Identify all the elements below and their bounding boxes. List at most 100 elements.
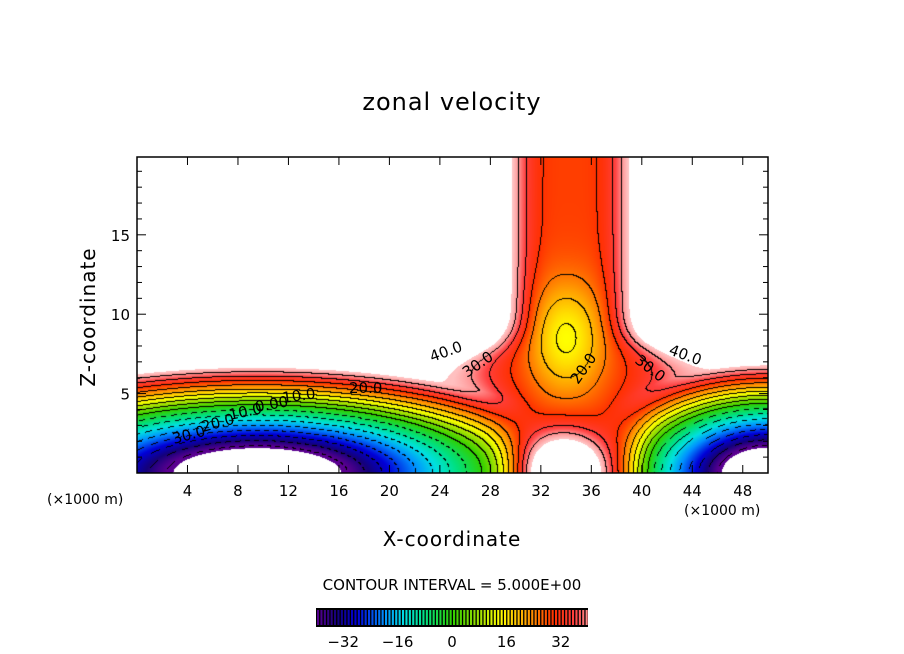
colorbar-segment	[453, 610, 456, 625]
colorbar-segment	[527, 610, 530, 625]
contour-label: 20.0	[567, 350, 601, 388]
colorbar-segment	[374, 610, 377, 625]
colorbar-segment	[442, 610, 445, 625]
contour-label: 0.00	[254, 392, 290, 416]
x-tick-label: 16	[329, 482, 348, 500]
colorbar-segment	[541, 610, 544, 625]
colorbar-segment	[493, 610, 496, 625]
x-tick-label: 24	[430, 482, 449, 500]
colorbar-segment	[344, 610, 347, 625]
colorbar-segment	[524, 610, 527, 625]
contour-label: 40.0	[667, 341, 705, 369]
x-axis-label: X-coordinate	[382, 527, 522, 551]
plot-frame	[136, 156, 769, 474]
colorbar-segment	[323, 610, 326, 625]
colorbar-segment	[351, 610, 354, 625]
colorbar-tick-label: 0	[447, 633, 457, 651]
colorbar-segment	[514, 610, 517, 625]
x-tick-label: 40	[632, 482, 651, 500]
x-tick-label: 12	[279, 482, 298, 500]
x-tick-label: 8	[233, 482, 243, 500]
colorbar-segment	[385, 610, 388, 625]
colorbar-segment	[534, 610, 537, 625]
colorbar-segment	[483, 610, 486, 625]
colorbar-segment	[476, 610, 479, 625]
contour-label: 20.0	[349, 379, 382, 397]
colorbar-segment	[561, 610, 564, 625]
contour-field	[137, 157, 768, 473]
colorbar-segment	[565, 610, 568, 625]
x-tick-label: 20	[380, 482, 399, 500]
colorbar-segment	[425, 610, 428, 625]
colorbar-segment	[381, 610, 384, 625]
contour-interval-text: CONTOUR INTERVAL = 5.000E+00	[322, 576, 582, 594]
contour-label: 30.0	[632, 351, 669, 386]
colorbar-segment	[439, 610, 442, 625]
contour-label: 40.0	[427, 337, 465, 365]
colorbar-segment	[368, 610, 371, 625]
colorbar-segment	[521, 610, 524, 625]
colorbar-segment	[463, 610, 466, 625]
colorbar-segment	[517, 610, 520, 625]
colorbar-segment	[558, 610, 561, 625]
colorbar-segment	[449, 610, 452, 625]
colorbar-segment	[419, 610, 422, 625]
colorbar-segment	[361, 610, 364, 625]
colorbar-segment	[398, 610, 401, 625]
x-tick-label: 36	[582, 482, 601, 500]
colorbar-segment	[585, 610, 588, 625]
colorbar-segment	[456, 610, 459, 625]
colorbar-segment	[538, 610, 541, 625]
colorbar-segment	[412, 610, 415, 625]
colorbar-segment	[575, 610, 578, 625]
colorbar-segment	[327, 610, 330, 625]
colorbar-segment	[391, 610, 394, 625]
y-tick-label: 15	[111, 227, 130, 245]
colorbar-segment	[548, 610, 551, 625]
colorbar-segment	[320, 610, 323, 625]
colorbar-segment	[364, 610, 367, 625]
colorbar-segment	[408, 610, 411, 625]
colorbar-segment	[371, 610, 374, 625]
colorbar-segment	[415, 610, 418, 625]
contour-label: 30.0	[459, 347, 497, 381]
colorbar-segment	[578, 610, 581, 625]
colorbar-segment	[429, 610, 432, 625]
x-tick-label: 44	[683, 482, 702, 500]
chart-title: zonal velocity	[362, 88, 542, 116]
colorbar-segment	[500, 610, 503, 625]
colorbar-segment	[572, 610, 575, 625]
colorbar-segment	[551, 610, 554, 625]
colorbar-segment	[487, 610, 490, 625]
colorbar-segment	[531, 610, 534, 625]
colorbar-segment	[378, 610, 381, 625]
contour-label: 10.0	[281, 384, 317, 406]
colorbar-segment	[582, 610, 585, 625]
colorbar-segment	[507, 610, 510, 625]
colorbar-segment	[432, 610, 435, 625]
colorbar-segment	[436, 610, 439, 625]
colorbar-segment	[490, 610, 493, 625]
colorbar-segment	[395, 610, 398, 625]
x-tick-label: 4	[183, 482, 193, 500]
colorbar-segment	[357, 610, 360, 625]
contour-label: 30.0	[170, 422, 207, 448]
colorbar-segment	[459, 610, 462, 625]
colorbar-segment	[340, 610, 343, 625]
x-unit-label-right: (×1000 m)	[684, 503, 761, 519]
colorbar-segment	[544, 610, 547, 625]
colorbar-segment	[388, 610, 391, 625]
colorbar-segment	[334, 610, 337, 625]
colorbar-segment	[473, 610, 476, 625]
colorbar-segment	[330, 610, 333, 625]
x-unit-label-left: (×1000 m)	[47, 492, 124, 508]
colorbar-segment	[470, 610, 473, 625]
colorbar-segment	[354, 610, 357, 625]
x-tick-label: 32	[531, 482, 550, 500]
colorbar-segment	[497, 610, 500, 625]
colorbar-segment	[347, 610, 350, 625]
colorbar-segment	[510, 610, 513, 625]
y-tick-label: 10	[111, 306, 130, 324]
